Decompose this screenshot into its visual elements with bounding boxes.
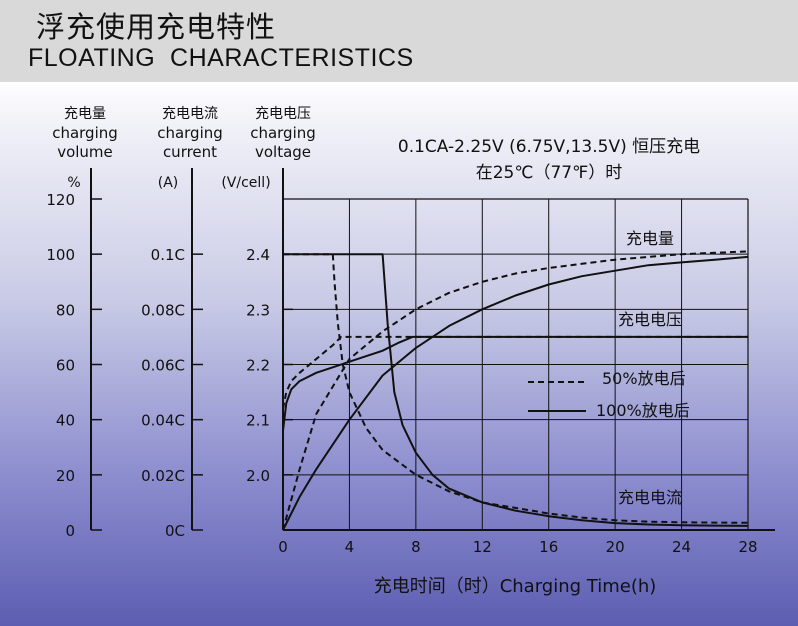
axis-subtitle-voltage: charging <box>250 124 316 142</box>
header-bar: 浮充使用充电特性 FLOATING CHARACTERISTICS <box>0 0 798 82</box>
series-current-dashed <box>283 253 749 524</box>
y-tick-label-current: 0.04C <box>141 412 185 430</box>
x-tick-label: 8 <box>411 538 421 556</box>
axis-subtitle-current: charging <box>157 124 223 142</box>
y-tick-label-volume: 120 <box>46 191 75 209</box>
x-tick-label: 16 <box>539 538 558 556</box>
y-tick-label-voltage: 2.4 <box>246 246 270 264</box>
y-tick-label-current: 0C <box>165 522 185 540</box>
y-tick-label-voltage: 2.3 <box>246 301 270 319</box>
y-tick-label-volume: 60 <box>56 357 75 375</box>
series-current-solid <box>283 253 749 527</box>
axis-unit-current: (A) <box>158 175 179 191</box>
x-tick-label: 12 <box>473 538 492 556</box>
axis-title-volume: 充电量 <box>64 106 106 122</box>
y-tick-label-current: 0.1C <box>151 246 185 264</box>
curve-label-volume: 充电量 <box>626 229 674 248</box>
y-tick-label-volume: 0 <box>65 522 75 540</box>
axis-subtitle2-current: current <box>163 143 217 161</box>
axis-title-voltage: 充电电压 <box>255 106 311 122</box>
chart-subtitle-1: 0.1CA-2.25V (6.75V,13.5V) 恒压充电 <box>398 137 700 157</box>
curve-label-current: 充电电流 <box>618 488 682 507</box>
series-voltage-solid <box>282 335 748 431</box>
y-tick-label-voltage: 2.0 <box>246 467 270 485</box>
y-tick-label-current: 0.02C <box>141 467 185 485</box>
x-tick-label: 28 <box>738 538 757 556</box>
axis-subtitle2-volume: volume <box>57 143 113 161</box>
axis-unit-voltage: (V/cell) <box>221 175 270 191</box>
series-volume-solid <box>282 255 749 531</box>
axis-title-current: 充电电流 <box>162 106 218 122</box>
x-tick-label: 20 <box>606 538 625 556</box>
axis-subtitle2-voltage: voltage <box>255 143 311 161</box>
series-layer <box>282 250 749 531</box>
chart-subtitle-2: 在25℃（77℉）时 <box>476 163 623 183</box>
axes-layer: 充电量chargingvolume%020406080100120充电电流cha… <box>46 106 315 540</box>
legend-label-dashed: 50%放电后 <box>602 369 686 388</box>
series-volume-dashed <box>282 250 749 531</box>
page-title-en: FLOATING CHARACTERISTICS <box>28 44 414 72</box>
x-tick-label: 0 <box>278 538 288 556</box>
curve-label-voltage: 充电电压 <box>618 310 682 329</box>
y-tick-label-current: 0.06C <box>141 357 185 375</box>
y-tick-label-volume: 80 <box>56 301 75 319</box>
y-tick-label-voltage: 2.1 <box>246 412 270 430</box>
x-axis-title: 充电时间（时）Charging Time(h) <box>374 576 657 597</box>
x-tick-label: 4 <box>345 538 355 556</box>
axis-unit-volume: % <box>67 175 80 191</box>
y-tick-label-voltage: 2.2 <box>246 357 270 375</box>
y-tick-label-current: 0.08C <box>141 301 185 319</box>
grid-layer: 0 4 8 12 16 20 24 28 <box>278 168 775 556</box>
legend-label-solid: 100%放电后 <box>596 401 690 420</box>
y-tick-label-volume: 40 <box>56 412 75 430</box>
y-tick-label-volume: 20 <box>56 467 75 485</box>
page-title-cn: 浮充使用充电特性 <box>36 10 277 44</box>
y-tick-label-volume: 100 <box>46 246 75 264</box>
x-tick-label: 24 <box>672 538 691 556</box>
axis-subtitle-volume: charging <box>52 124 118 142</box>
